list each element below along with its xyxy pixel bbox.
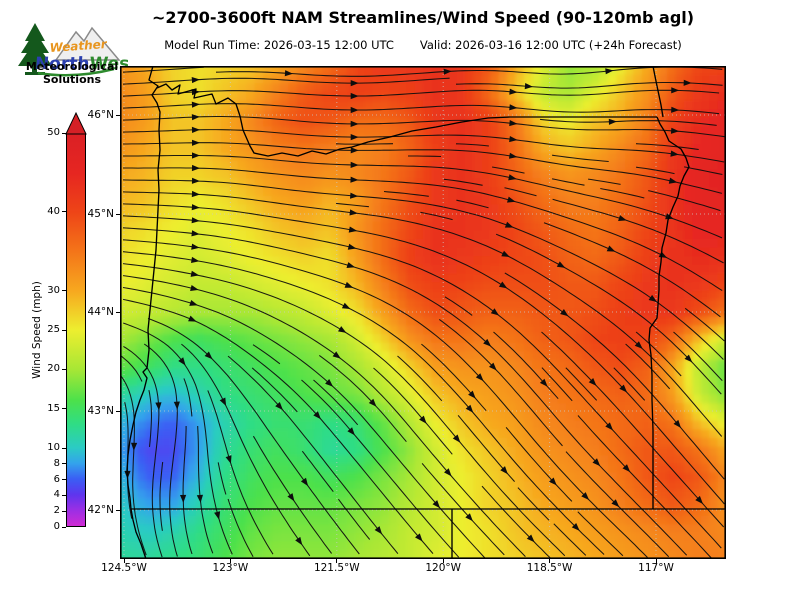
weather-northwest-logo: Weather NorthWest — [16, 20, 128, 80]
lat-tick-label: 43°N — [87, 405, 114, 417]
logo-underline-swoosh — [37, 67, 115, 77]
lat-tick-label: 44°N — [87, 306, 114, 318]
lon-tick-label: 120°W — [425, 562, 462, 574]
lat-tick-label: 42°N — [87, 504, 114, 516]
colorbar-tick-label: 20 — [47, 363, 60, 375]
lon-tick-label: 124.5°W — [101, 562, 147, 574]
colorbar-tick — [62, 463, 66, 465]
logo-tagline-line1: Meteorological — [25, 60, 119, 73]
coastline — [126, 66, 161, 559]
lon-tick — [442, 559, 444, 563]
lat-tick — [116, 410, 120, 412]
colorbar-tick-label: 15 — [47, 402, 60, 414]
logo-northwest-text: NorthWest — [34, 54, 128, 74]
graticule — [120, 66, 726, 559]
colorbar-tick — [62, 526, 66, 528]
colorbar-tick-label: 2 — [53, 505, 60, 517]
subtitle-row: Model Run Time: 2026-03-15 12:00 UTC Val… — [164, 38, 681, 52]
lat-tick — [116, 311, 120, 313]
colorbar-tick — [62, 132, 66, 134]
colorbar-tick-label: 8 — [53, 457, 60, 469]
map-frame — [120, 66, 726, 559]
mountain-icon — [54, 26, 121, 61]
colorbar-tick — [62, 211, 66, 213]
lon-tick-label: 121.5°W — [313, 562, 360, 574]
colorbar-tick — [62, 510, 66, 512]
logo-weather-text: Weather — [49, 37, 108, 55]
colorbar-tick — [62, 368, 66, 370]
lon-tick — [336, 559, 338, 563]
lon-tick — [229, 559, 231, 563]
lon-tick-label: 123°W — [212, 562, 249, 574]
colorbar-tick — [62, 408, 66, 410]
colorbar-extend-arrow — [65, 111, 87, 135]
colorbar-tick-label: 6 — [53, 473, 60, 485]
page-title: ~2700-3600ft NAM Streamlines/Wind Speed … — [151, 8, 695, 27]
columbia-river-border — [156, 83, 657, 157]
state-borders — [126, 66, 726, 559]
lon-tick — [123, 559, 125, 563]
lon-tick-label: 118.5°W — [526, 562, 573, 574]
colorbar-tick — [62, 447, 66, 449]
colorbar-gradient — [66, 133, 86, 527]
colorbar-tick-label: 40 — [47, 205, 60, 217]
colorbar-tick — [62, 494, 66, 496]
lat-tick-label: 46°N — [87, 109, 114, 121]
wind-speed-field — [120, 66, 726, 559]
colorbar-tick — [62, 290, 66, 292]
oregon-idaho-border — [648, 116, 690, 509]
valid-time: Valid: 2026-03-16 12:00 UTC (+24h Foreca… — [419, 38, 682, 52]
lon-tick — [655, 559, 657, 563]
logo-tagline-line2: Solutions — [42, 73, 102, 86]
colorbar-tick-label: 4 — [53, 489, 60, 501]
streamline-arrows — [124, 68, 703, 546]
lat-tick — [116, 509, 120, 511]
lat-tick — [116, 213, 120, 215]
model-run-time: Model Run Time: 2026-03-15 12:00 UTC — [164, 38, 394, 52]
lat-tick — [116, 114, 120, 116]
colorbar-tick-label: 0 — [53, 521, 60, 532]
colorbar-tick — [62, 479, 66, 481]
colorbar-tick-label: 10 — [47, 442, 60, 454]
lon-tick — [549, 559, 551, 563]
lon-tick-label: 117°W — [638, 562, 674, 574]
map-canvas — [120, 66, 726, 559]
colorbar-tick-label: 30 — [47, 284, 60, 296]
colorbar-tick-label: 25 — [47, 324, 60, 335]
colorbar-tick-label: 50 — [47, 127, 60, 138]
lat-tick-label: 45°N — [87, 208, 114, 220]
colorbar-tick — [62, 329, 66, 331]
streamlines — [120, 66, 725, 559]
snake-river-north — [652, 66, 664, 118]
logo-tagline: Meteorological Solutions — [16, 60, 128, 86]
pine-tree-icon — [18, 23, 52, 75]
